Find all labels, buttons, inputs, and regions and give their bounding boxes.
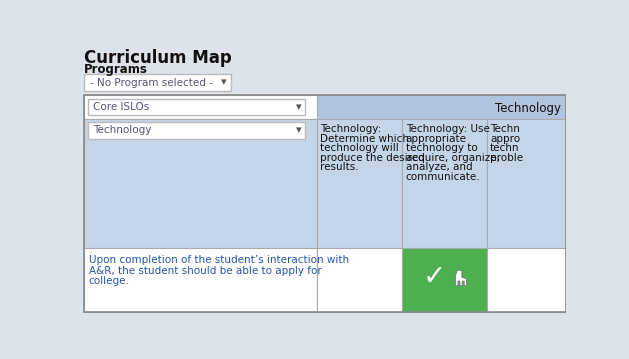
Bar (316, 118, 402, 248)
Text: college.: college. (89, 276, 130, 286)
Text: analyze, and: analyze, and (406, 162, 472, 172)
Text: ▾: ▾ (221, 77, 226, 87)
Text: Technology: Use: Technology: Use (406, 124, 489, 134)
Bar (402, 248, 487, 312)
Bar (88, 98, 305, 116)
Text: Technology:: Technology: (320, 124, 382, 134)
Bar (84, 74, 231, 91)
Bar (84, 118, 316, 248)
Polygon shape (455, 270, 467, 286)
Bar (487, 118, 566, 248)
Text: appropriate: appropriate (406, 134, 467, 144)
Text: A&R, the student should be able to apply for: A&R, the student should be able to apply… (89, 266, 321, 276)
Bar (316, 95, 566, 118)
Text: Technology: Technology (92, 125, 151, 135)
Text: Techn: Techn (490, 124, 520, 134)
Text: technology will: technology will (320, 143, 399, 153)
Text: ▾: ▾ (296, 125, 301, 135)
Bar (487, 248, 566, 312)
Text: techn: techn (490, 143, 520, 153)
Text: Determine which: Determine which (320, 134, 409, 144)
Text: Technology: Technology (496, 102, 562, 115)
Bar (88, 122, 305, 139)
Text: Core ISLOs: Core ISLOs (92, 102, 149, 112)
Text: Curriculum Map: Curriculum Map (84, 49, 232, 67)
Text: technology to: technology to (406, 143, 477, 153)
Text: Programs: Programs (84, 63, 148, 76)
Text: proble: proble (490, 153, 523, 163)
Text: communicate.: communicate. (406, 172, 481, 182)
Text: results.: results. (320, 162, 359, 172)
Bar (402, 118, 487, 248)
Text: ▾: ▾ (296, 102, 301, 112)
Bar (84, 95, 566, 312)
Text: produce the desired: produce the desired (320, 153, 425, 163)
Text: acquire, organize,: acquire, organize, (406, 153, 499, 163)
Text: - No Program selected -: - No Program selected - (90, 78, 213, 88)
Text: ✓: ✓ (423, 263, 446, 291)
Bar (84, 95, 316, 118)
Bar (84, 248, 316, 312)
Text: appro: appro (490, 134, 520, 144)
Text: Upon completion of the student’s interaction with: Upon completion of the student’s interac… (89, 255, 349, 265)
Bar (316, 248, 402, 312)
